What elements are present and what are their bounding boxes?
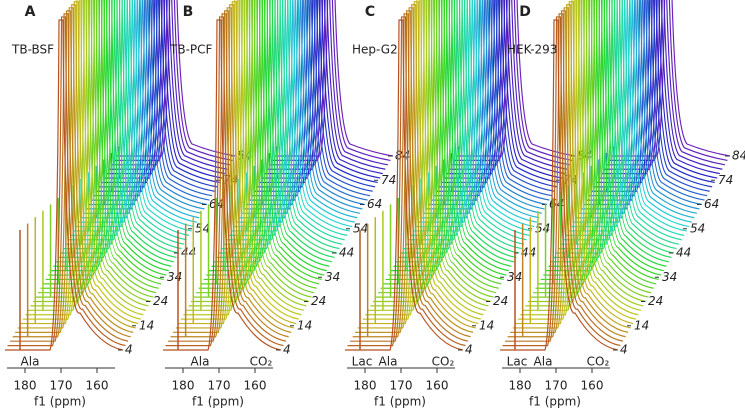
z-tick-label: 54 [195, 221, 210, 235]
spectrum-trace [175, 4, 294, 329]
x-axis-label: f1 (ppm) [529, 395, 581, 409]
x-tick-label: 160 [581, 379, 604, 393]
z-tick-label: 84 [732, 149, 745, 163]
peak-annotation: Ala [534, 355, 553, 369]
spectrum-trace [510, 7, 629, 333]
spectrum-trace [168, 13, 287, 342]
peak-annotation: Lac [507, 355, 528, 369]
spectrum-trace [165, 16, 284, 347]
z-tick-label: 44 [676, 246, 691, 260]
x-tick-label: 180 [14, 379, 37, 393]
z-tick-label: 4 [283, 343, 291, 357]
x-tick-label: 170 [208, 379, 231, 393]
panel-title: TB-PCF [169, 43, 213, 57]
spectrum-trace [352, 10, 471, 338]
spectrum-trace [507, 10, 626, 338]
spectrum-trace [347, 16, 466, 347]
z-tick-label: 44 [521, 246, 536, 260]
z-tick-label: 24 [648, 294, 663, 308]
panel-title: TB-BSF [11, 43, 54, 57]
z-tick-label: 44 [339, 246, 354, 260]
z-tick-label: 54 [353, 221, 368, 235]
panel-label: B [183, 4, 194, 20]
x-tick-label: 160 [244, 379, 267, 393]
x-tick-label: 180 [509, 379, 532, 393]
peak-annotation: CO₂ [432, 355, 455, 369]
spectrum-trace [357, 4, 476, 329]
z-tick-label: 44 [181, 246, 196, 260]
peak-annotation: Ala [191, 355, 210, 369]
spectrum-trace [355, 7, 474, 333]
spectrum-trace [345, 19, 464, 351]
spectrum-trace [163, 19, 282, 351]
x-tick-label: 180 [172, 379, 195, 393]
z-tick-label: 34 [167, 270, 182, 284]
z-tick-label: 4 [125, 343, 133, 357]
z-tick-label: 24 [493, 294, 508, 308]
spectrum-trace [173, 7, 292, 333]
spectrum-trace [170, 10, 289, 338]
z-tick-label: 24 [311, 294, 326, 308]
panel-label: C [365, 4, 375, 20]
spectrum-trace [5, 19, 124, 351]
spectrum-trace [500, 19, 619, 351]
spectrum-trace [502, 16, 621, 347]
spectrum-trace [350, 13, 469, 342]
z-tick-label: 14 [634, 318, 649, 332]
z-tick-label: 24 [153, 294, 168, 308]
z-tick-label: 34 [662, 270, 677, 284]
spectrum-trace [15, 7, 134, 333]
spectrum-trace [17, 4, 136, 329]
panel-title: HEK-293 [507, 43, 557, 57]
z-tick-label: 74 [718, 173, 733, 187]
peak-annotation: Lac [352, 355, 373, 369]
x-tick-label: 160 [426, 379, 449, 393]
peak-annotation: Ala [21, 355, 40, 369]
z-tick-label: 14 [479, 318, 494, 332]
spectrum-trace [10, 13, 129, 342]
spectrum-trace [7, 16, 126, 347]
z-tick-label: 64 [704, 197, 719, 211]
z-tick-label: 54 [690, 221, 705, 235]
peak-annotation: CO₂ [250, 355, 273, 369]
x-tick-label: 170 [390, 379, 413, 393]
z-tick-label: 74 [381, 173, 396, 187]
spectrum-trace [512, 4, 631, 329]
x-tick-label: 170 [50, 379, 73, 393]
z-tick-label: 4 [620, 343, 628, 357]
panel-label: D [519, 4, 531, 20]
spectrum-trace [505, 13, 624, 342]
z-tick-label: 64 [367, 197, 382, 211]
x-axis-label: f1 (ppm) [374, 395, 426, 409]
z-tick-label: 54 [535, 221, 550, 235]
x-tick-label: 160 [86, 379, 109, 393]
panel-title: Hep-G2 [352, 43, 398, 57]
z-tick-label: 14 [139, 318, 154, 332]
spectrum-trace [12, 10, 131, 338]
x-axis-label: f1 (ppm) [192, 395, 244, 409]
z-tick-label: 34 [325, 270, 340, 284]
z-tick-label: 14 [297, 318, 312, 332]
x-tick-label: 170 [545, 379, 568, 393]
x-axis-label: f1 (ppm) [34, 395, 86, 409]
peak-annotation: CO₂ [587, 355, 610, 369]
peak-annotation: Ala [379, 355, 398, 369]
x-tick-label: 180 [354, 379, 377, 393]
z-tick-label: 4 [465, 343, 473, 357]
panel-label: A [25, 4, 36, 20]
